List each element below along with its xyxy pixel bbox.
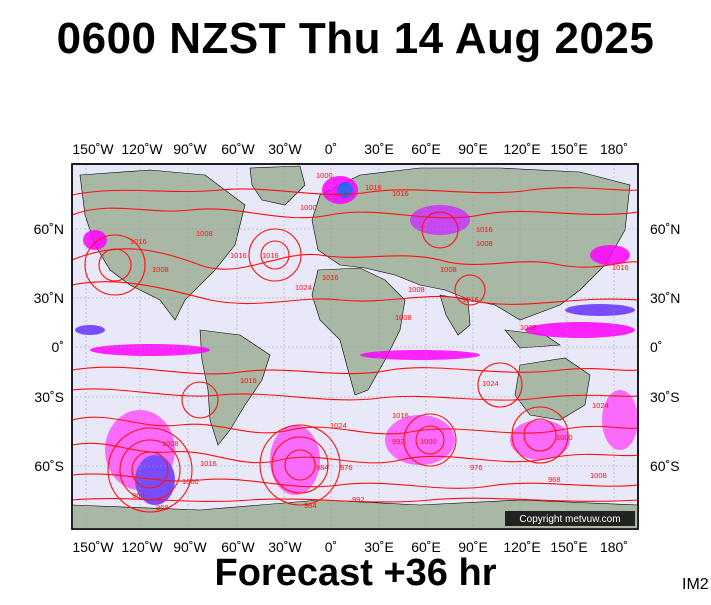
isobar-label: 1000 <box>300 203 317 212</box>
lon-label: 150˚E <box>550 141 587 157</box>
lon-label: 30˚E <box>364 141 394 157</box>
lat-label: 30˚N <box>650 290 680 306</box>
lon-label: 0˚ <box>325 539 337 555</box>
lon-label: 150˚W <box>72 539 114 555</box>
lon-label: 90˚E <box>458 141 488 157</box>
lon-label: 120˚W <box>121 141 163 157</box>
lon-label: 30˚W <box>268 141 302 157</box>
lon-label: 60˚E <box>411 539 441 555</box>
image-tag: IM2 <box>682 576 709 593</box>
isobar-label: 1024 <box>330 421 347 430</box>
isobar-label: 1008 <box>162 439 179 448</box>
isobar-label: 968 <box>156 503 169 512</box>
isobar-label: 1016 <box>130 237 147 246</box>
lat-label: 60˚S <box>34 458 64 474</box>
isobar-label: 1024 <box>482 379 499 388</box>
lat-label: 30˚S <box>650 389 680 405</box>
land-greenland <box>249 165 306 206</box>
lon-label: 150˚W <box>72 141 114 157</box>
isobar-label: 1024 <box>592 401 609 410</box>
lon-label: 180˚ <box>600 141 628 157</box>
lat-label: 30˚N <box>34 290 64 306</box>
lon-label: 120˚E <box>503 539 540 555</box>
isobar-label: 1008 <box>196 229 213 238</box>
lon-label: 60˚W <box>221 141 255 157</box>
graticule <box>72 164 638 529</box>
isobar-label: 1024 <box>295 283 312 292</box>
isobar-label: 1008 <box>395 313 412 322</box>
isobar-label: 1008 <box>408 285 425 294</box>
isobar-label: 1008 <box>152 265 169 274</box>
lon-label: 0˚ <box>325 141 337 157</box>
isobar-label: 968 <box>548 475 561 484</box>
lat-label: 30˚S <box>34 389 64 405</box>
page-title: 0600 NZST Thu 14 Aug 2025 <box>56 14 655 63</box>
isobar-label: 1016 <box>200 459 217 468</box>
lat-label: 0˚ <box>650 339 662 355</box>
lon-label: 180˚ <box>600 539 628 555</box>
isobar-label: 1008 <box>440 265 457 274</box>
lon-label: 60˚W <box>221 539 255 555</box>
lon-label: 150˚E <box>550 539 587 555</box>
lat-label: 0˚ <box>52 339 64 355</box>
isobar-label: 1016 <box>365 183 382 192</box>
copyright-box <box>505 511 635 526</box>
lon-label: 90˚W <box>173 141 207 157</box>
isobar-label: 1016 <box>612 263 629 272</box>
lon-label: 90˚E <box>458 539 488 555</box>
lon-label: 30˚E <box>364 539 394 555</box>
isobar-label: 992 <box>352 495 365 504</box>
isobar-label: 1000 <box>556 433 573 442</box>
isobar-label: 984 <box>304 501 317 510</box>
isobar-label: 992 <box>392 437 405 446</box>
isobar-label: 1008 <box>520 323 537 332</box>
isobar-labels: 1000 1016 1016 1008 1016 1008 1016 1000 … <box>130 171 629 512</box>
lat-label: 60˚N <box>34 221 64 237</box>
isobar-label: 1016 <box>322 273 339 282</box>
isobar-label: 960 <box>132 491 145 500</box>
isobar-label: 976 <box>470 463 483 472</box>
lat-labels-right: 60˚N 30˚N 0˚ 30˚S 60˚S <box>650 221 680 474</box>
isobar-label: 1016 <box>476 225 493 234</box>
lon-label: 60˚E <box>411 141 441 157</box>
isobar-label: 1016 <box>462 295 479 304</box>
isobar-label: 1016 <box>230 251 247 260</box>
lon-labels-top: 150˚W 120˚W 90˚W 60˚W 30˚W 0˚ 30˚E 60˚E … <box>72 141 628 157</box>
land-india <box>439 294 471 336</box>
isobar-label: 976 <box>340 463 353 472</box>
isobar-label: 1008 <box>590 471 607 480</box>
isobar-label: 1016 <box>392 411 409 420</box>
forecast-label: Forecast +36 hr <box>214 552 497 594</box>
isobar-label: 1016 <box>240 376 257 385</box>
isobar-label: 1016 <box>392 189 409 198</box>
lon-label: 120˚E <box>503 141 540 157</box>
isobar-label: 1016 <box>262 251 279 260</box>
isobar-label: 1000 <box>420 437 437 446</box>
isobar-label: 1000 <box>182 477 199 486</box>
isobar-label: 1000 <box>316 171 333 180</box>
copyright-text: Copyright metvuw.com <box>519 514 620 525</box>
lat-label: 60˚N <box>650 221 680 237</box>
land-south-america <box>199 329 271 446</box>
lon-label: 90˚W <box>173 539 207 555</box>
isobar-label: 984 <box>316 463 329 472</box>
lat-label: 60˚S <box>650 458 680 474</box>
lon-label: 120˚W <box>121 539 163 555</box>
lon-label: 30˚W <box>268 539 302 555</box>
isobar-label: 1008 <box>476 239 493 248</box>
lat-labels-left: 60˚N 30˚N 0˚ 30˚S 60˚S <box>34 221 64 474</box>
isobars <box>72 187 638 513</box>
lon-labels-bottom: 150˚W 120˚W 90˚W 60˚W 30˚W 0˚ 30˚E 60˚E … <box>72 539 628 555</box>
